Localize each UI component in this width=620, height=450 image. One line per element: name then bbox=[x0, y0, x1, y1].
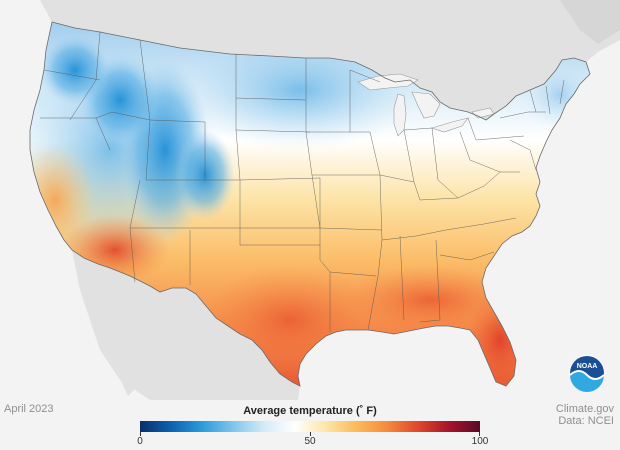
noaa-logo: NOAA bbox=[569, 355, 605, 392]
baja-peninsula bbox=[84, 268, 134, 396]
legend-tick bbox=[140, 432, 141, 436]
noaa-logo-wave bbox=[570, 371, 604, 392]
date-label: April 2023 bbox=[4, 403, 54, 415]
lake-huron bbox=[411, 91, 441, 119]
hudson-bay-hint bbox=[560, 0, 620, 44]
canada-landmass bbox=[0, 0, 620, 120]
noaa-logo-text: NOAA bbox=[577, 363, 598, 370]
lake-erie bbox=[431, 117, 469, 133]
legend-title: Average temperature (˚ F) bbox=[243, 405, 377, 417]
state-borders bbox=[40, 31, 565, 332]
legend-color-bar bbox=[140, 421, 480, 432]
lake-michigan bbox=[393, 93, 407, 137]
legend-tick-label-min: 0 bbox=[137, 436, 143, 447]
source-line-1: Climate.gov bbox=[555, 403, 614, 415]
legend-tick-label-mid: 50 bbox=[304, 436, 316, 447]
legend-tick bbox=[479, 432, 480, 436]
mexico-landmass bbox=[72, 250, 300, 400]
neighbor-land bbox=[0, 0, 620, 400]
source-line-2: Data: NCEI bbox=[558, 415, 614, 427]
legend-tick-label-max: 100 bbox=[471, 436, 489, 447]
legend-tick bbox=[310, 432, 311, 436]
